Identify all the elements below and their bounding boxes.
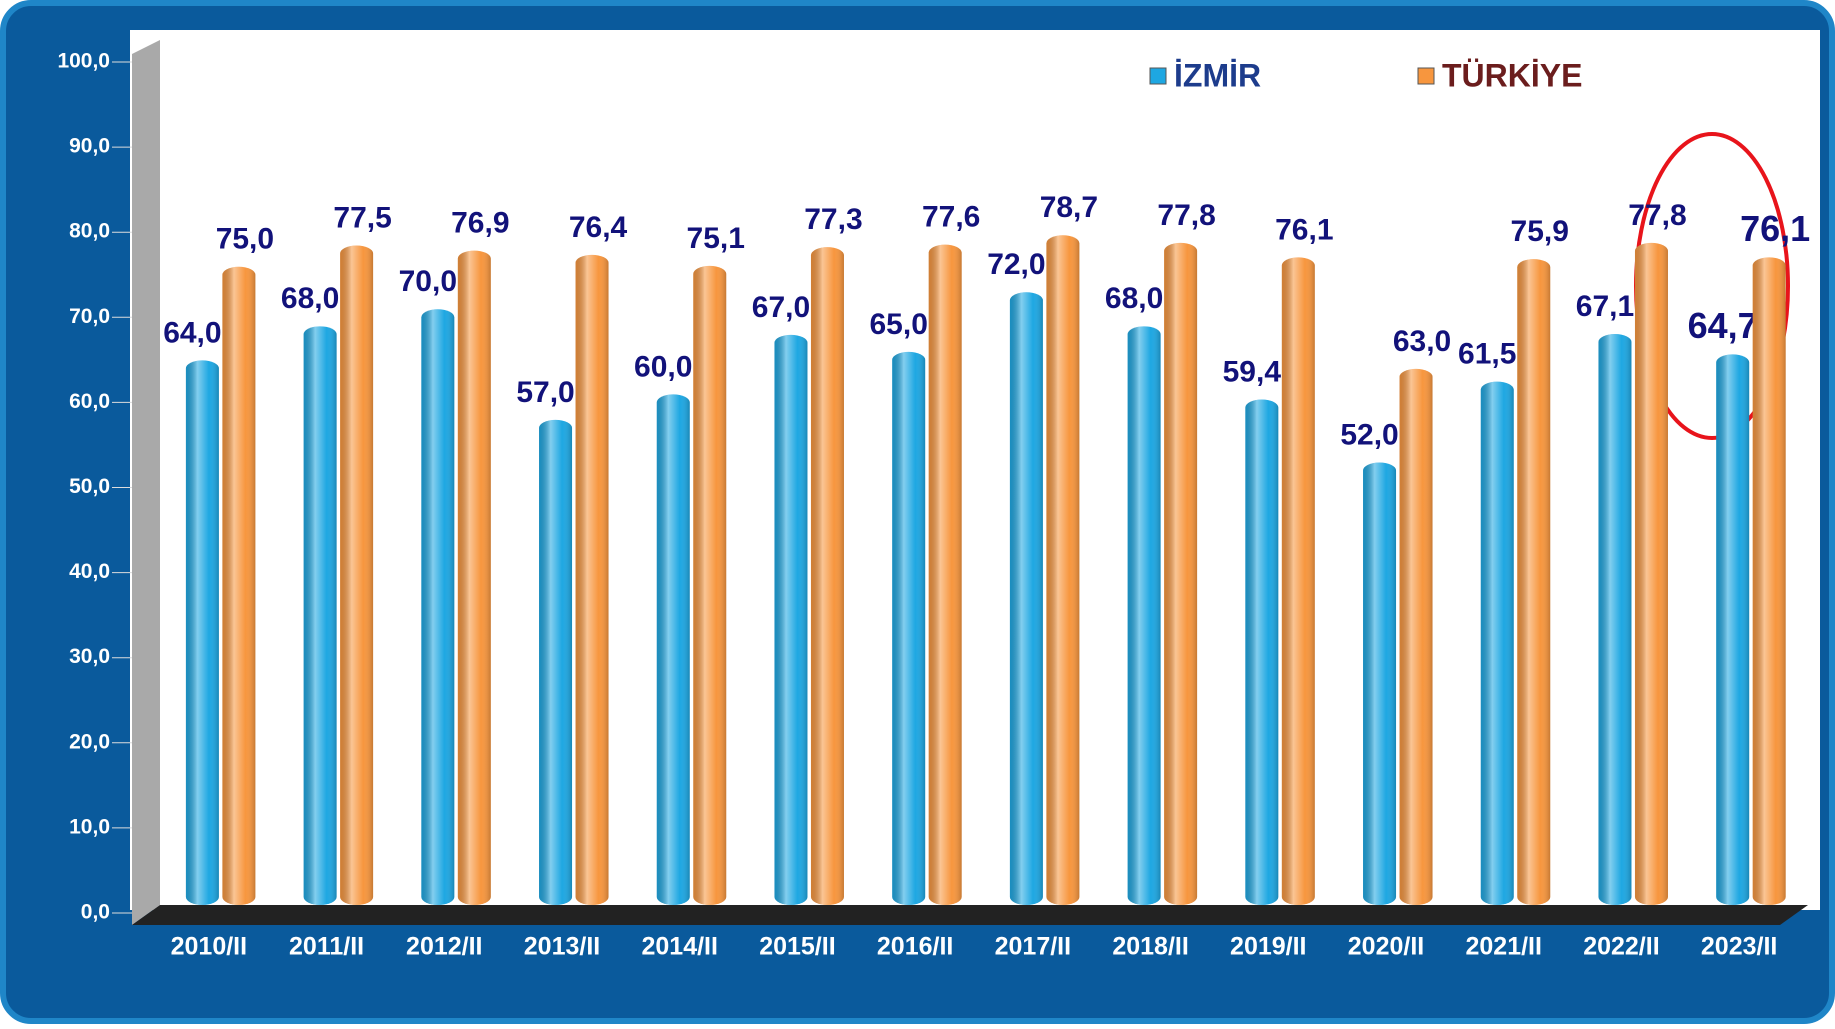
value-label: 75,9 <box>1511 215 1569 248</box>
value-label: 75,1 <box>687 222 745 255</box>
bar-shine <box>693 265 727 905</box>
x-tick-label: 2023/II <box>1701 933 1777 961</box>
x-tick-label: 2014/II <box>641 933 717 961</box>
legend-swatch <box>1417 67 1435 85</box>
bar-shine <box>222 266 256 905</box>
value-label: 68,0 <box>1105 282 1163 315</box>
value-label: 77,5 <box>333 201 391 234</box>
bar-shine <box>1281 257 1315 905</box>
y-tick-label: 80,0 <box>69 220 110 243</box>
legend-label: TÜRKİYE <box>1442 57 1582 93</box>
x-tick-label: 2011/II <box>289 933 364 961</box>
x-tick-label: 2020/II <box>1348 933 1424 961</box>
value-label: 67,1 <box>1576 290 1634 323</box>
value-label: 72,0 <box>987 248 1045 281</box>
y-tick-label: 90,0 <box>69 135 110 158</box>
value-label: 78,7 <box>1040 191 1098 224</box>
value-label: 64,0 <box>163 316 221 349</box>
value-label: 64,7 <box>1688 305 1758 346</box>
value-label: 77,8 <box>1157 199 1215 232</box>
bar-shine <box>810 247 844 905</box>
bar-shine <box>892 351 926 906</box>
bar-shine <box>575 254 609 905</box>
bar-shine <box>303 326 337 905</box>
bar-shine <box>1598 333 1632 905</box>
value-label: 76,1 <box>1740 208 1810 249</box>
value-label: 60,0 <box>634 350 692 383</box>
y-tick-label: 0,0 <box>81 901 110 924</box>
x-tick-label: 2019/II <box>1230 933 1306 961</box>
bar-shine <box>340 245 374 906</box>
bar-shine <box>1517 259 1551 905</box>
value-label: 68,0 <box>281 282 339 315</box>
value-label: 76,9 <box>451 207 509 240</box>
bar-shine <box>457 250 491 905</box>
x-tick-label: 2021/II <box>1465 933 1541 961</box>
bar-shine <box>539 419 573 905</box>
x-tick-label: 2016/II <box>877 933 953 961</box>
bar-shine <box>185 360 219 905</box>
bar-shine <box>1399 368 1433 905</box>
bar-shine <box>1046 235 1080 905</box>
value-label: 61,5 <box>1458 338 1516 371</box>
x-tick-label: 2018/II <box>1112 933 1188 961</box>
bar-shine <box>1363 462 1397 905</box>
y-tick-label: 40,0 <box>69 560 110 583</box>
value-label: 77,8 <box>1628 199 1686 232</box>
x-tick-label: 2017/II <box>995 933 1071 961</box>
y-tick-label: 20,0 <box>69 730 110 753</box>
bar-shine <box>1127 326 1161 905</box>
floor <box>132 905 1808 925</box>
y-tick-label: 60,0 <box>69 390 110 413</box>
value-label: 59,4 <box>1223 355 1282 388</box>
value-label: 75,0 <box>216 223 274 256</box>
y-tick-label: 10,0 <box>69 815 110 838</box>
bar-shine <box>1634 242 1668 905</box>
value-label: 76,1 <box>1275 213 1333 246</box>
bar-shine <box>928 244 962 905</box>
legend: İZMİR TÜRKİYE <box>1149 57 1582 93</box>
value-label: 52,0 <box>1340 418 1398 451</box>
bar-shine <box>656 394 690 905</box>
x-tick-label: 2015/II <box>759 933 835 961</box>
bar-shine <box>1009 292 1043 905</box>
bar-shine <box>774 334 808 906</box>
legend-label: İZMİR <box>1174 57 1261 93</box>
value-label: 57,0 <box>516 376 574 409</box>
value-label: 63,0 <box>1393 325 1451 358</box>
x-tick-label: 2012/II <box>406 933 482 961</box>
y-tick-label: 70,0 <box>69 305 110 328</box>
legend-swatch <box>1149 67 1167 85</box>
value-label: 76,4 <box>569 211 628 244</box>
x-tick-label: 2010/II <box>171 933 247 961</box>
bar-shine <box>421 309 455 905</box>
y-tick-label: 30,0 <box>69 645 110 668</box>
y-tick-label: 50,0 <box>69 475 110 498</box>
value-label: 77,6 <box>922 201 980 234</box>
side-wall <box>132 40 160 925</box>
bar-shine <box>1752 257 1786 905</box>
value-label: 65,0 <box>869 308 927 341</box>
value-label: 70,0 <box>399 265 457 298</box>
bar-shine <box>1716 354 1750 905</box>
bar-shine <box>1164 242 1198 905</box>
bar-shine <box>1245 399 1279 905</box>
x-tick-label: 2013/II <box>524 933 600 961</box>
value-label: 77,3 <box>804 203 862 236</box>
x-tick-label: 2022/II <box>1583 933 1659 961</box>
y-tick-label: 100,0 <box>57 50 110 73</box>
plot-panel <box>130 30 1820 910</box>
value-label: 67,0 <box>752 291 810 324</box>
bar-shine <box>1480 381 1514 905</box>
